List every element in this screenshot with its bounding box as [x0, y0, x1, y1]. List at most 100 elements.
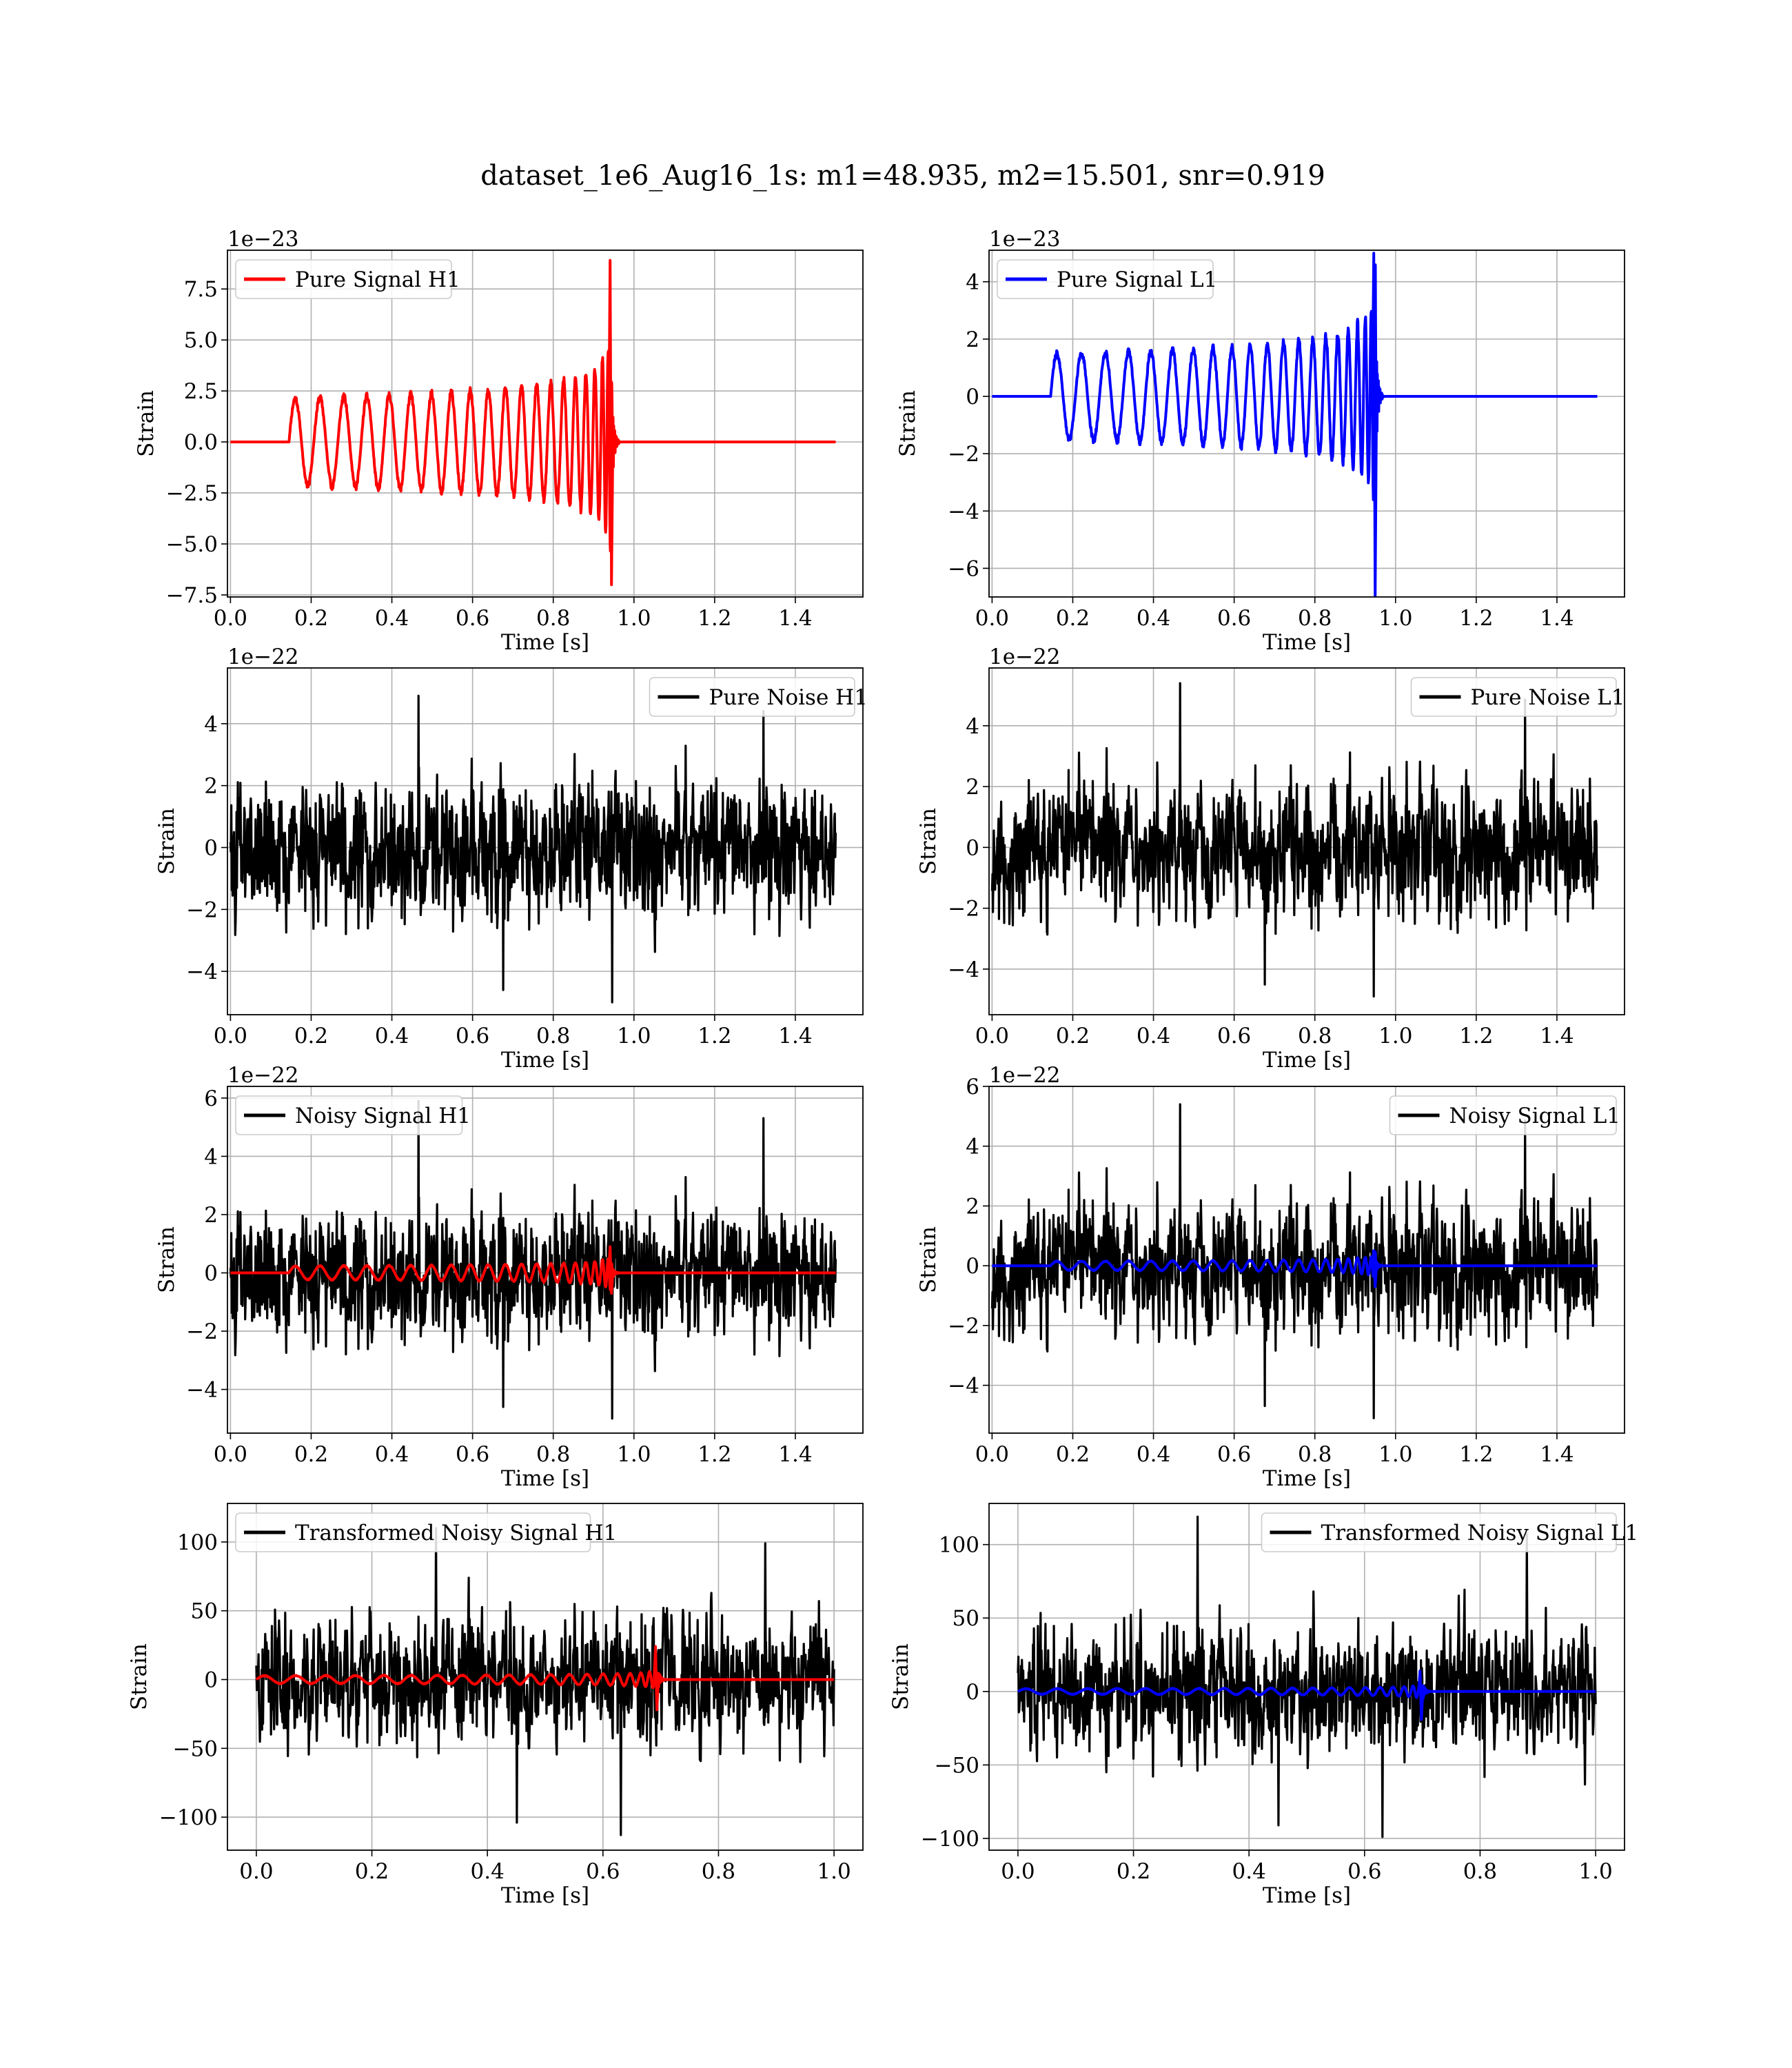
subplot-p31: 0.0 0.2 0.4 0.6 0.8 1.0 −100 −50 0 50 100 Time [s] S…: [888, 1503, 1638, 1908]
y-tick-label: 50: [191, 1599, 218, 1624]
y-tick-label: 2: [966, 775, 979, 800]
x-tick-label: 0.6: [1217, 606, 1251, 631]
axes-frame: [988, 250, 1625, 598]
x-tick-label: 1.4: [778, 1024, 812, 1048]
y-tick-label: −4: [948, 1374, 979, 1399]
y-tick-label: 4: [204, 1144, 218, 1169]
x-tick-label: 0.8: [702, 1859, 735, 1884]
x-tick-label: 1.4: [778, 606, 812, 631]
y-tick-label: 0: [204, 1667, 218, 1692]
y-tick-label: −4: [186, 1378, 218, 1403]
x-tick-label: 0.8: [536, 1442, 570, 1467]
x-tick-label: 0.8: [1298, 1442, 1332, 1467]
y-tick-label: −2.5: [166, 481, 218, 506]
legend-label: Pure Noise L1: [1471, 685, 1625, 710]
legend: Noisy Signal H1: [235, 1095, 471, 1135]
series-group: [990, 682, 1599, 998]
legend-box: [649, 677, 855, 717]
x-axis-label: Time [s]: [1263, 1466, 1351, 1491]
x-tick-label: 1.4: [1540, 1024, 1574, 1048]
y-tick-label: −4: [186, 960, 218, 984]
y-tick-label: 50: [953, 1606, 979, 1631]
x-tick-label: 0.4: [1137, 606, 1170, 631]
x-tick-label: 0.6: [456, 1024, 489, 1048]
x-tick-label: 0.0: [975, 606, 1009, 631]
x-tick-label: 0.2: [294, 1024, 328, 1048]
y-tick-label: −2: [948, 1314, 979, 1339]
x-tick-label: 0.4: [471, 1859, 505, 1884]
y-tick-label: 4: [966, 270, 979, 295]
y-tick-label: 6: [204, 1086, 218, 1111]
noise-series-line: [229, 694, 837, 1004]
y-tick-label: 4: [966, 1135, 979, 1159]
x-axis-label: Time [s]: [1263, 1883, 1351, 1908]
x-tick-label: 0.8: [1298, 1024, 1332, 1048]
x-tick-label: 0.8: [1463, 1859, 1497, 1884]
x-tick-label: 0.8: [1298, 606, 1332, 631]
legend: Pure Noise H1: [649, 677, 868, 717]
x-tick-label: 0.4: [375, 1442, 409, 1467]
axis-offset-label: 1e−22: [989, 645, 1061, 669]
x-tick-label: 1.2: [1459, 606, 1493, 631]
x-tick-label: 0.0: [214, 1442, 247, 1467]
axis-offset-label: 1e−23: [227, 227, 299, 252]
x-axis-label: Time [s]: [501, 1466, 589, 1491]
y-axis-label: Strain: [916, 808, 941, 875]
legend-label: Pure Signal L1: [1057, 267, 1217, 292]
x-tick-label: 0.4: [375, 1024, 409, 1048]
y-tick-label: −4: [948, 499, 979, 524]
x-tick-label: 0.2: [1117, 1859, 1150, 1884]
x-tick-label: 0.6: [1217, 1024, 1251, 1048]
x-tick-label: 1.2: [698, 606, 731, 631]
y-tick-label: 7.5: [184, 277, 218, 302]
axis-offset-label: 1e−22: [989, 1063, 1061, 1088]
y-axis-label: Strain: [154, 1226, 179, 1293]
legend-label: Noisy Signal L1: [1449, 1104, 1621, 1128]
y-axis-label: Strain: [134, 390, 159, 457]
legend-box: [235, 1512, 591, 1552]
y-tick-label: −5.0: [166, 532, 218, 557]
legend: Pure Noise L1: [1410, 677, 1625, 717]
noise-series-line: [990, 682, 1599, 998]
x-tick-label: 0.6: [456, 1442, 489, 1467]
x-tick-label: 0.6: [1217, 1442, 1251, 1467]
y-tick-label: 4: [204, 712, 218, 737]
signal-series-line: [990, 252, 1598, 597]
y-tick-label: −6: [948, 556, 979, 581]
y-tick-label: 0: [204, 835, 218, 860]
y-tick-label: −2: [186, 898, 218, 922]
axes-frame: [227, 667, 864, 1015]
y-axis-label: Strain: [895, 390, 920, 457]
y-tick-label: 0: [966, 385, 979, 409]
x-tick-label: 0.6: [586, 1859, 620, 1884]
y-tick-label: 4: [966, 714, 979, 739]
x-tick-label: 0.2: [1056, 1024, 1090, 1048]
x-tick-label: 1.0: [817, 1859, 851, 1884]
x-tick-label: 0.4: [1137, 1442, 1170, 1467]
series-group: [1017, 1515, 1597, 1838]
x-tick-label: 0.4: [375, 606, 409, 631]
signal-series-line: [1017, 1670, 1597, 1721]
x-tick-label: 0.0: [975, 1024, 1009, 1048]
y-tick-label: −2: [948, 442, 979, 467]
y-tick-label: −50: [935, 1753, 979, 1778]
y-tick-label: 0: [966, 1680, 979, 1705]
y-tick-label: −100: [159, 1805, 218, 1830]
y-tick-label: 2: [204, 1203, 218, 1228]
x-tick-label: 0.6: [456, 606, 489, 631]
x-tick-label: 1.4: [778, 1442, 812, 1467]
legend-label: Transformed Noisy Signal H1: [295, 1521, 617, 1545]
legend: Transformed Noisy Signal L1: [1261, 1512, 1638, 1552]
x-tick-label: 0.6: [1347, 1859, 1381, 1884]
subplot-p01: 0.0 0.2 0.4 0.6 0.8 1.0 1.2 1.4 −6 −4 −2 0 2 4 Time [s…: [895, 227, 1625, 655]
y-tick-label: −100: [921, 1827, 979, 1852]
axis-offset-label: 1e−22: [227, 1063, 299, 1088]
x-tick-label: 1.2: [1459, 1024, 1493, 1048]
figure-title: dataset_1e6_Aug16_1s: m1=48.935, m2=15.5…: [480, 160, 1325, 192]
legend-box: [235, 259, 452, 299]
x-tick-label: 0.4: [1232, 1859, 1266, 1884]
x-tick-label: 0.2: [294, 606, 328, 631]
axes-frame: [988, 667, 1625, 1015]
x-tick-label: 1.4: [1540, 1442, 1574, 1467]
x-tick-label: 0.8: [536, 606, 570, 631]
